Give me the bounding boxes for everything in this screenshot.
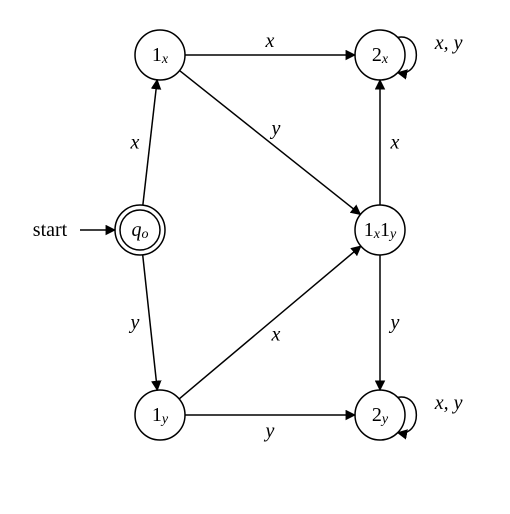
automaton-diagram: x y x y y x x y x, y x, y start qo 1x 2x 1x1y 1y 2y [0, 0, 510, 514]
edge-q0-1x [143, 80, 157, 205]
state-label-1x1y: 1x1y [364, 219, 397, 242]
state-q0: qo [115, 205, 165, 255]
state-label-2x: 2x [372, 44, 389, 67]
selfloop-label-2y: x, y [434, 392, 463, 414]
state-label-1y: 1y [152, 404, 169, 427]
edge-1y-1x1y [179, 246, 361, 399]
edge-label-1x1y-2x: x [390, 132, 400, 154]
selfloop-label-2x: x, y [434, 32, 463, 54]
edge-q0-1y [143, 255, 158, 390]
selfloop-2y [398, 397, 417, 433]
edge-label-1x-2x: x [265, 30, 275, 52]
edge-label-1y-2y: y [264, 420, 275, 442]
edge-label-1x1y-2y: y [389, 312, 400, 334]
state-label-1x: 1x [152, 44, 169, 67]
edge-label-1y-1x1y: x [271, 324, 281, 346]
edge-label-q0-1x: x [130, 132, 140, 154]
edge-label-q0-1y: y [129, 312, 140, 334]
state-label-2y: 2y [372, 404, 389, 427]
state-label-q0: qo [132, 219, 149, 242]
state-1x: 1x [135, 30, 185, 80]
state-1y: 1y [135, 390, 185, 440]
state-1x1y: 1x1y [355, 205, 405, 255]
state-2y: 2y [355, 390, 405, 440]
selfloop-2x [398, 37, 417, 73]
state-2x: 2x [355, 30, 405, 80]
edge-1x-1x1y [180, 71, 361, 215]
start-label: start [33, 219, 68, 241]
edge-label-1x-1x1y: y [270, 118, 281, 140]
